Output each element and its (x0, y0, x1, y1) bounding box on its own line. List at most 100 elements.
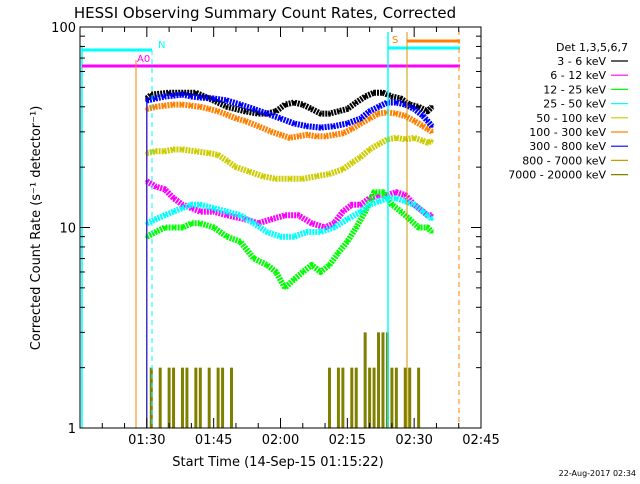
series-point-25-50-kev (376, 199, 381, 203)
series-point-300-800-kev (430, 124, 434, 128)
series-point-300-800-kev (345, 121, 349, 126)
series-line-100-300-kev (146, 101, 434, 141)
series-point-300-800-kev (212, 96, 216, 101)
series-point-3-6-kev (301, 103, 305, 107)
series-point-50-100-kev (225, 159, 229, 163)
series-point-50-100-kev (274, 177, 278, 181)
series-point-12-25-kev (390, 203, 394, 207)
series-300-800-kev (145, 91, 435, 428)
series-point-3-6-kev (417, 105, 421, 109)
series-point-300-800-kev (180, 93, 185, 97)
legend-label: 300 - 800 keV (529, 140, 606, 153)
series-point-100-300-kev (430, 130, 434, 134)
legend-label: 7000 - 20000 keV (508, 169, 606, 182)
series-point-300-800-kev (403, 103, 407, 107)
series-point-50-100-kev (403, 137, 407, 141)
series-point-50-100-kev (172, 147, 176, 152)
series-point-25-50-kev (305, 230, 309, 234)
series-point-25-50-kev (189, 203, 193, 207)
series-point-300-800-kev (421, 114, 425, 118)
series-point-100-300-kev (421, 124, 425, 128)
series-point-100-300-kev (207, 107, 211, 111)
series-6-12-kev (145, 178, 434, 428)
series-point-50-100-kev (154, 149, 158, 153)
x-tick-label: 01:30 (128, 433, 165, 448)
x-tick-label: 02:30 (395, 433, 432, 448)
series-point-50-100-kev (216, 153, 220, 157)
series-point-6-12-kev (341, 210, 345, 214)
series-point-300-800-kev (154, 96, 158, 101)
x-axis-label: Start Time (14-Sep-15 01:15:22) (172, 455, 383, 470)
series-point-3-6-kev (372, 91, 376, 95)
series-point-6-12-kev (198, 210, 202, 214)
series-point-3-6-kev (425, 109, 430, 113)
series-point-3-6-kev (336, 109, 340, 113)
series-point-25-50-kev (292, 235, 296, 239)
series-point-50-100-kev (287, 177, 291, 181)
series-point-300-800-kev (332, 124, 336, 128)
series-point-6-12-kev (310, 221, 314, 225)
series-point-12-25-kev (430, 230, 434, 234)
series-point-25-50-kev (238, 213, 242, 217)
series-point-3-6-kev (225, 105, 229, 109)
series-point-100-300-kev (225, 113, 229, 117)
series-point-300-800-kev (376, 105, 381, 109)
x-tick-label: 01:45 (195, 433, 232, 448)
series-line-300-800-kev (146, 91, 435, 131)
label-n: N (158, 40, 165, 51)
series-point-100-300-kev (368, 116, 372, 120)
series-point-12-25-kev (381, 190, 385, 194)
series-point-25-50-kev (252, 221, 256, 225)
series-point-12-25-kev (252, 257, 256, 261)
series-point-100-300-kev (305, 133, 309, 137)
series-point-50-100-kev (359, 155, 363, 159)
series-point-300-800-kev (198, 95, 202, 100)
series-point-100-300-kev (341, 131, 345, 135)
series-point-50-100-kev (301, 177, 305, 181)
series-point-12-25-kev (265, 263, 269, 267)
series-point-3-6-kev (354, 100, 358, 105)
series-point-12-25-kev (372, 190, 376, 194)
series-point-300-800-kev (238, 103, 242, 107)
series-point-100-300-kev (270, 130, 274, 134)
legend-title: Det 1,3,5,6,7 (556, 41, 628, 54)
series-point-12-25-kev (225, 235, 229, 239)
label-s: S (392, 35, 398, 46)
series-point-100-300-kev (243, 119, 247, 123)
series-point-300-800-kev (305, 124, 309, 128)
series-point-100-300-kev (350, 127, 354, 131)
timestamp: 22-Aug-2017 02:34 (559, 469, 636, 478)
y-tick-label: 1 (68, 422, 76, 437)
series-point-50-100-kev (376, 142, 381, 146)
series-point-6-12-kev (172, 196, 176, 200)
series-point-100-300-kev (163, 104, 167, 108)
label-a0: A0 (137, 54, 150, 65)
series-point-100-300-kev (234, 116, 238, 120)
series-point-3-6-kev (283, 103, 287, 107)
x-tick-label: 02:45 (462, 433, 499, 448)
series-point-100-300-kev (172, 103, 176, 107)
series-point-6-12-kev (359, 203, 363, 207)
series-point-12-25-kev (301, 270, 305, 274)
series-point-12-25-kev (212, 225, 216, 230)
series-point-50-100-kev (430, 139, 434, 143)
state-overlays: A0 N S (81, 30, 460, 428)
series-point-3-6-kev (243, 109, 247, 113)
series-point-25-50-kev (345, 217, 349, 221)
series-point-6-12-kev (154, 185, 158, 189)
series-point-6-12-kev (296, 213, 300, 217)
series-point-25-50-kev (368, 203, 372, 207)
series-point-50-100-kev (247, 170, 251, 174)
series-point-25-50-kev (421, 210, 425, 214)
series-point-100-300-kev (256, 124, 260, 128)
series-point-12-25-kev (336, 251, 340, 255)
series-point-12-25-kev (417, 225, 421, 230)
series-point-25-50-kev (430, 217, 434, 221)
series-point-50-100-kev (314, 174, 318, 178)
series-point-50-100-kev (194, 149, 198, 153)
series-point-12-25-kev (292, 278, 296, 282)
series-point-3-6-kev (381, 91, 385, 95)
